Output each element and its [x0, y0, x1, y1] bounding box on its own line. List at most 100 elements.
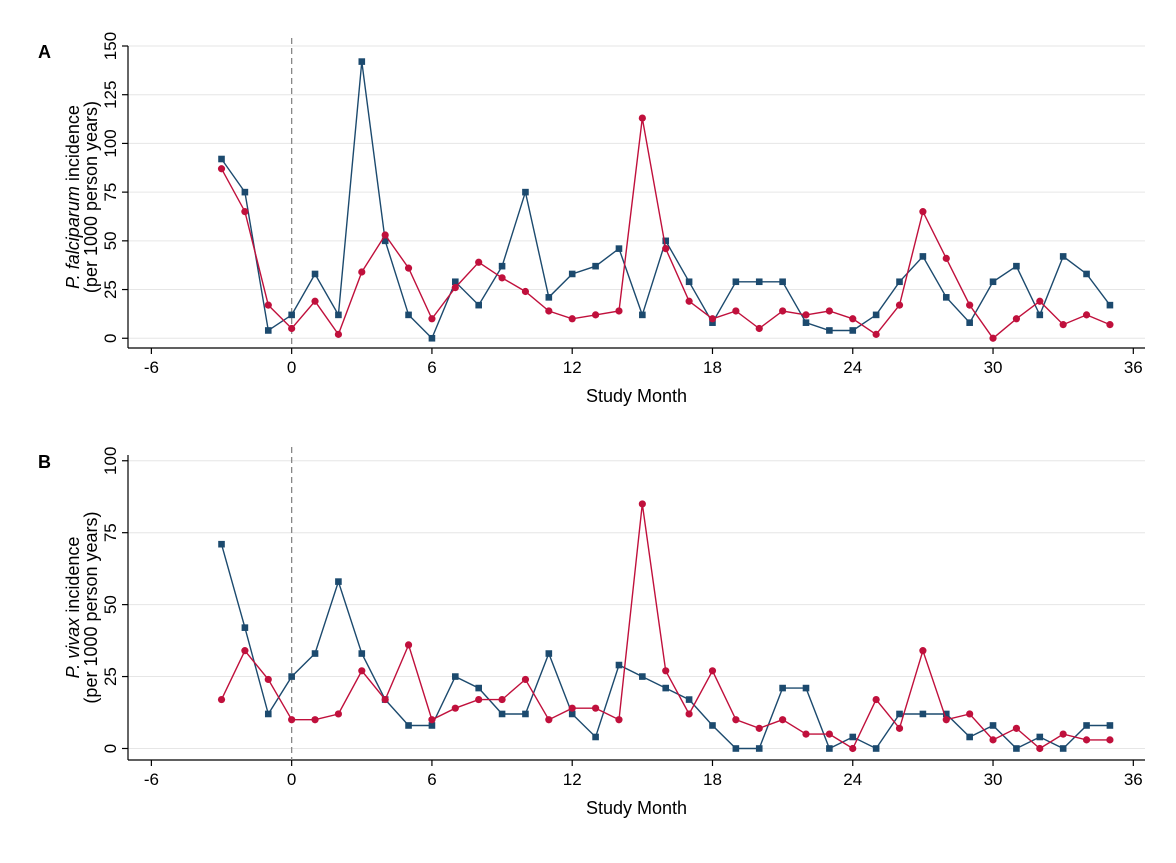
y-tick-label: 50 [101, 231, 120, 250]
data-point [568, 710, 576, 718]
y-axis-title-rest: incidence [63, 105, 83, 186]
data-point [709, 722, 716, 729]
data-point [311, 297, 319, 305]
x-tick-label: 24 [843, 770, 862, 789]
y-tick-label: 75 [101, 183, 120, 202]
data-point [358, 667, 366, 675]
data-point [545, 294, 553, 301]
data-point [662, 667, 670, 675]
data-point [826, 327, 833, 334]
data-point [732, 307, 740, 315]
data-point [521, 675, 530, 684]
y-tick-label: 0 [101, 744, 120, 753]
data-point [662, 237, 670, 245]
x-tick-label: -6 [144, 358, 159, 377]
data-point [568, 704, 576, 712]
y-axis-title: P. falciparum incidence [63, 105, 83, 289]
data-point [709, 319, 716, 326]
data-point [732, 745, 740, 752]
y-tick-label: 50 [101, 595, 120, 614]
x-tick-label: 6 [427, 770, 436, 789]
data-point [802, 319, 810, 326]
data-point [732, 278, 740, 286]
data-point [218, 540, 225, 548]
data-point [475, 684, 482, 692]
x-tick-label: 6 [427, 358, 436, 377]
y-tick-label: 75 [101, 523, 120, 542]
data-point [1059, 745, 1067, 752]
data-point [1012, 724, 1021, 732]
series-line [220, 503, 1110, 750]
data-point [872, 695, 880, 704]
x-axis-title: Study Month [586, 386, 687, 406]
data-point [241, 188, 249, 196]
data-point [779, 278, 786, 286]
data-point [966, 710, 974, 718]
data-point [592, 262, 599, 270]
data-point [591, 704, 600, 712]
x-axis-title: Study Month [586, 798, 687, 818]
data-point [428, 315, 436, 323]
data-point [451, 284, 459, 292]
data-point [404, 641, 413, 649]
data-point [405, 722, 412, 729]
x-tick-label: 0 [287, 358, 296, 377]
series-1 [218, 58, 1114, 342]
data-point [498, 262, 506, 270]
series-line [220, 61, 1111, 340]
series-2 [217, 114, 1114, 342]
data-point [522, 710, 529, 718]
data-point [872, 311, 880, 319]
y-axis-title-italic: P. falciparum [63, 186, 83, 289]
y-tick-label: 25 [101, 280, 120, 299]
data-point [428, 334, 436, 342]
data-point [428, 722, 436, 729]
x-tick-label: -6 [144, 770, 159, 789]
data-point [872, 745, 880, 752]
panel-label: A [38, 42, 51, 62]
data-point [358, 268, 366, 276]
data-point [919, 647, 927, 655]
data-point [989, 736, 997, 744]
data-point [662, 684, 670, 692]
data-point [942, 294, 950, 301]
data-point [849, 733, 857, 741]
data-point [825, 307, 833, 315]
x-tick-label: 36 [1124, 358, 1143, 377]
x-tick-label: 12 [563, 358, 582, 377]
data-point [685, 696, 693, 703]
y-tick-label: 100 [101, 447, 120, 475]
data-point [802, 730, 810, 738]
data-point [264, 301, 272, 309]
data-point [217, 165, 226, 173]
series-1 [218, 540, 1114, 752]
data-point [1082, 736, 1091, 744]
data-point [825, 730, 833, 738]
data-point [895, 724, 904, 732]
data-point [451, 704, 459, 712]
y-tick-label: 0 [101, 334, 120, 343]
data-point [475, 258, 483, 266]
data-point [639, 673, 646, 680]
data-point [264, 327, 272, 334]
panel-label: B [38, 452, 51, 472]
data-point [708, 667, 717, 675]
data-point [522, 188, 529, 196]
data-point [989, 722, 997, 729]
data-point [217, 695, 226, 704]
data-point [428, 716, 436, 724]
data-point [545, 716, 553, 724]
y-axis-title-line2: (per 1000 person years) [81, 101, 101, 293]
data-point [545, 307, 553, 315]
data-point [919, 710, 927, 718]
x-tick-label: 30 [984, 358, 1003, 377]
x-tick-label: 12 [563, 770, 582, 789]
x-tick-label: 24 [843, 358, 862, 377]
data-point [311, 716, 319, 724]
data-point [615, 716, 623, 724]
data-point [334, 710, 343, 718]
data-point [1059, 253, 1067, 260]
data-point [358, 650, 366, 657]
series-2 [217, 500, 1114, 753]
data-point [615, 245, 623, 252]
